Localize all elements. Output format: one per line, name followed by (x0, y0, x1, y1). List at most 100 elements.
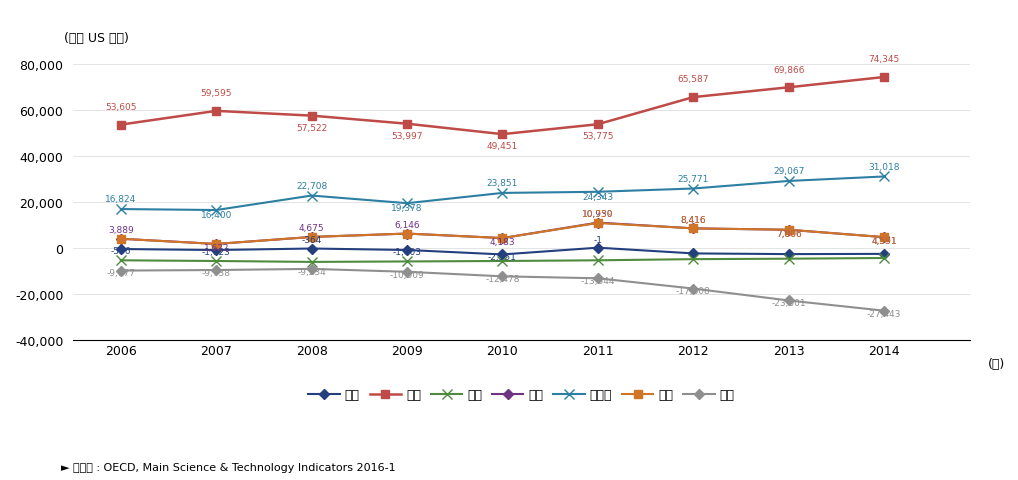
Text: 53,605: 53,605 (105, 103, 136, 112)
중국 (878, 308, 890, 314)
Legend: 한국, 미국, 일본, 독일, 프랑스, 영국, 중국: 한국, 미국, 일본, 독일, 프랑스, 영국, 중국 (303, 383, 740, 406)
Text: 74,345: 74,345 (868, 55, 900, 64)
프랑스 (305, 193, 318, 199)
일본 (210, 259, 222, 264)
Text: (년): (년) (987, 357, 1005, 370)
Text: -13,344: -13,344 (580, 276, 615, 286)
미국 (783, 85, 795, 91)
중국 (210, 267, 222, 273)
독일 (305, 235, 318, 240)
Text: -10,509: -10,509 (390, 270, 425, 279)
Text: -1: -1 (593, 235, 603, 244)
Text: 65,587: 65,587 (678, 75, 709, 84)
한국 (401, 248, 413, 253)
프랑스 (591, 190, 604, 195)
Text: 49,451: 49,451 (487, 142, 518, 151)
독일 (591, 220, 604, 226)
프랑스 (115, 207, 127, 213)
미국 (687, 95, 699, 101)
Text: 22,708: 22,708 (296, 181, 327, 191)
Text: -1,023: -1,023 (202, 248, 231, 257)
Text: 31,018: 31,018 (868, 162, 900, 171)
한국 (115, 247, 127, 252)
Text: 4,675: 4,675 (299, 224, 325, 233)
Text: 59,595: 59,595 (201, 89, 232, 98)
영국 (401, 231, 413, 237)
일본 (305, 260, 318, 265)
영국 (210, 241, 222, 247)
중국 (591, 276, 604, 282)
Text: 25,771: 25,771 (678, 174, 709, 183)
한국 (783, 252, 795, 257)
Text: -12,478: -12,478 (486, 275, 520, 284)
한국 (878, 252, 890, 257)
미국 (878, 75, 890, 81)
Text: -17,808: -17,808 (676, 287, 711, 296)
프랑스 (401, 201, 413, 207)
한국 (305, 246, 318, 252)
프랑스 (687, 186, 699, 192)
일본 (783, 256, 795, 262)
중국 (305, 266, 318, 272)
Line: 독일: 독일 (117, 220, 888, 248)
Text: -364: -364 (301, 236, 322, 245)
Text: 10,930: 10,930 (582, 210, 614, 218)
Text: 8,416: 8,416 (680, 216, 706, 224)
미국 (591, 122, 604, 128)
Text: 69,866: 69,866 (773, 65, 804, 74)
프랑스 (497, 191, 509, 196)
Text: ► 자료원 : OECD, Main Science & Technology Indicators 2016-1: ► 자료원 : OECD, Main Science & Technology … (61, 462, 396, 472)
독일 (687, 226, 699, 232)
Text: -9,977: -9,977 (106, 269, 135, 278)
Text: -27,443: -27,443 (867, 309, 901, 318)
프랑스 (878, 174, 890, 180)
Text: -1,003: -1,003 (393, 248, 421, 257)
일본 (115, 258, 127, 264)
독일 (497, 236, 509, 241)
독일 (401, 231, 413, 237)
프랑스 (783, 179, 795, 184)
Text: 19,378: 19,378 (391, 204, 422, 213)
Line: 일본: 일본 (116, 253, 889, 267)
독일 (115, 236, 127, 242)
Line: 한국: 한국 (117, 245, 888, 258)
Text: -23,001: -23,001 (772, 299, 806, 308)
영국 (687, 226, 699, 232)
Text: 10,759: 10,759 (582, 210, 614, 219)
Text: 29,067: 29,067 (773, 167, 804, 176)
한국 (591, 245, 604, 251)
Line: 영국: 영국 (117, 219, 889, 249)
일본 (401, 259, 413, 265)
중국 (783, 298, 795, 304)
Text: 1,622: 1,622 (204, 243, 229, 252)
영국 (878, 235, 890, 240)
Text: 7,806: 7,806 (776, 229, 801, 238)
독일 (210, 241, 222, 247)
Text: -9,738: -9,738 (202, 268, 231, 277)
일본 (497, 259, 509, 264)
일본 (687, 257, 699, 263)
한국 (497, 252, 509, 258)
한국 (210, 248, 222, 253)
Text: -2,951: -2,951 (488, 252, 517, 261)
Text: 53,775: 53,775 (582, 132, 614, 141)
Line: 중국: 중국 (117, 266, 888, 314)
미국 (210, 109, 222, 115)
Text: -586: -586 (111, 247, 131, 256)
Line: 프랑스: 프랑스 (116, 172, 889, 216)
Text: 24,343: 24,343 (582, 192, 614, 202)
Text: 23,851: 23,851 (487, 179, 518, 188)
Text: 7,806: 7,806 (776, 229, 801, 238)
Text: 4,591: 4,591 (871, 237, 897, 246)
Text: -9,234: -9,234 (297, 267, 326, 276)
Text: 4,183: 4,183 (490, 238, 515, 247)
Text: 57,522: 57,522 (296, 123, 327, 132)
Text: 16,824: 16,824 (105, 195, 136, 204)
미국 (401, 121, 413, 127)
중국 (497, 274, 509, 280)
미국 (497, 132, 509, 138)
영국 (115, 236, 127, 242)
중국 (115, 268, 127, 274)
미국 (305, 113, 318, 119)
Text: 8,416: 8,416 (680, 216, 706, 224)
